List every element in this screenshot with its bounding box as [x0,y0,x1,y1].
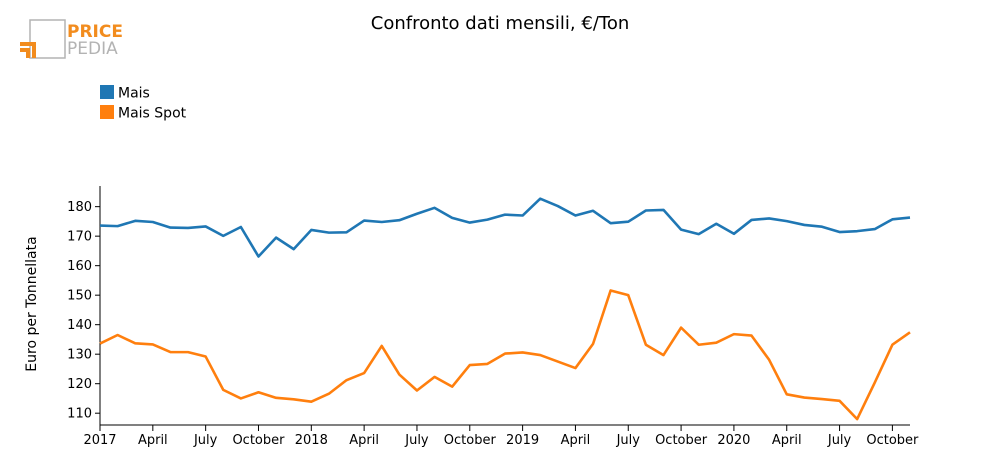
y-tick-label: 180 [67,200,92,215]
logo-mark [20,42,36,58]
x-tick-label: 2020 [717,433,750,448]
x-tick-label: July [827,433,852,448]
x-tick-label: April [138,433,168,448]
y-tick-label: 140 [67,318,92,333]
series-line-mais-spot [99,289,911,421]
x-tick-label: April [349,433,379,448]
x-tick-label: July [616,433,641,448]
y-tick-label: 120 [67,377,92,392]
chart-title: Confronto dati mensili, €/Ton [371,13,630,34]
x-tick-label: 2018 [295,433,328,448]
x-tick-label: October [655,433,708,448]
x-axis: 2017 April July October 2018 April July October… [83,424,919,448]
series-group [99,197,911,421]
y-tick-label: 130 [67,348,92,363]
y-tick-label: 160 [67,259,92,274]
logo-frame [29,19,66,59]
x-tick-label: April [561,433,591,448]
legend-label: Mais Spot [118,106,187,122]
legend-swatch [100,105,114,119]
y-tick-label: 170 [67,230,92,245]
x-tick-label: October [232,433,285,448]
x-tick-label: 2017 [83,433,116,448]
x-tick-label: 2019 [506,433,539,448]
y-tick-label: 110 [67,407,92,422]
x-tick-label: October [444,433,497,448]
x-tick-label: April [772,433,802,448]
y-axis-title: Euro per Tonnellata [24,236,40,371]
series-line-mais [99,197,911,258]
x-tick-label: July [193,433,218,448]
legend-label: Mais [118,86,150,102]
x-tick-label: July [404,433,429,448]
logo-line1: PRICE [67,22,123,42]
y-tick-label: 150 [67,289,92,304]
legend-swatch [100,85,114,99]
pricepedia-logo: PRICE PEDIA [20,19,123,59]
legend: Mais Mais Spot [100,85,187,122]
logo-line2: PEDIA [67,39,118,59]
y-axis: 110 120 130 140 150 160 170 180 [67,186,101,425]
x-tick-label: October [866,433,919,448]
